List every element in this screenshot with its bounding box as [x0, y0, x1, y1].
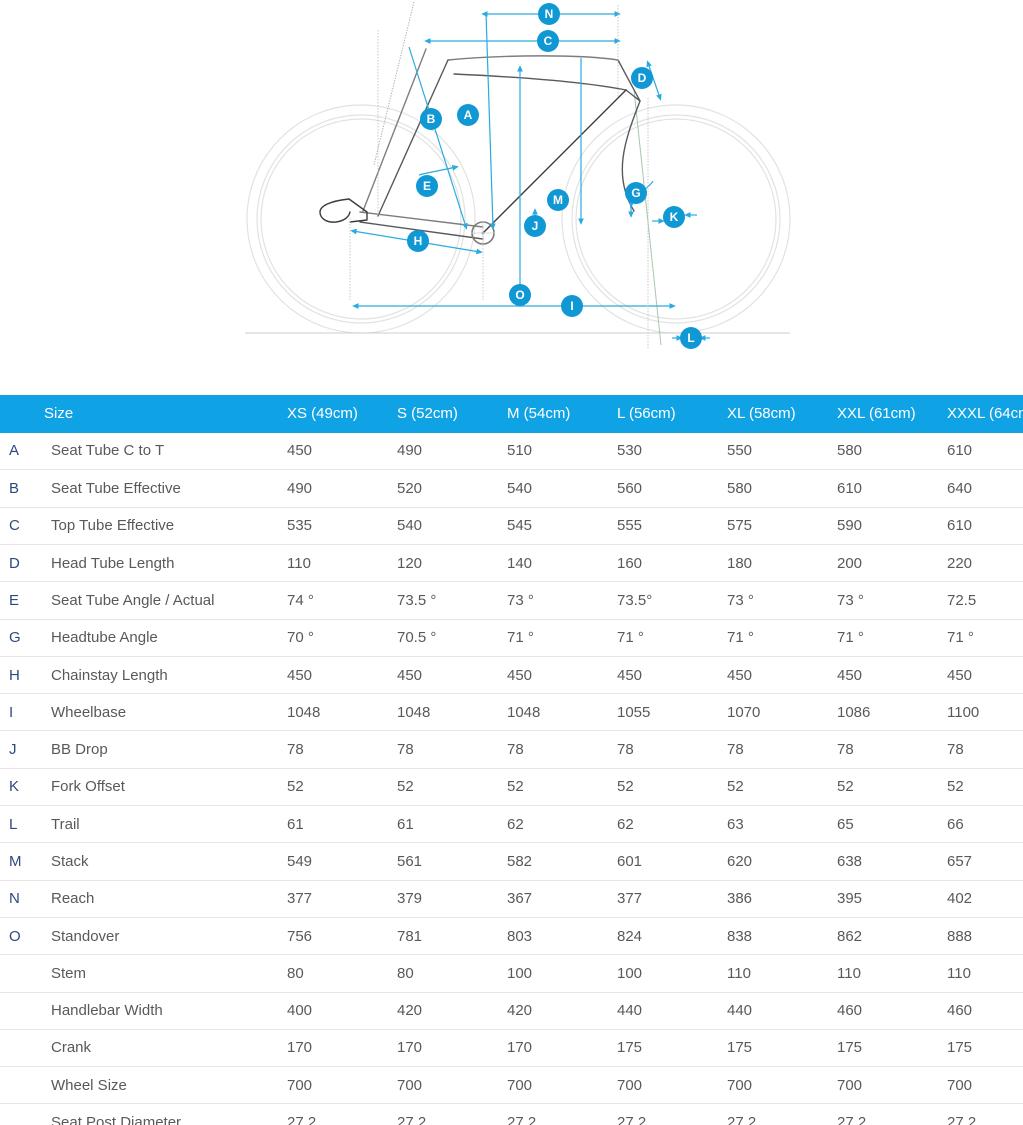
svg-text:O: O — [515, 288, 524, 302]
svg-text:M: M — [553, 193, 563, 207]
svg-text:K: K — [670, 210, 679, 224]
svg-text:H: H — [414, 234, 423, 248]
svg-text:B: B — [427, 112, 436, 126]
svg-text:I: I — [570, 299, 573, 313]
svg-text:J: J — [532, 219, 539, 233]
svg-text:G: G — [631, 186, 640, 200]
svg-text:L: L — [687, 331, 694, 345]
svg-text:E: E — [423, 179, 431, 193]
svg-text:C: C — [544, 34, 553, 48]
svg-text:D: D — [638, 71, 647, 85]
svg-text:A: A — [464, 108, 473, 122]
svg-text:N: N — [545, 7, 554, 21]
